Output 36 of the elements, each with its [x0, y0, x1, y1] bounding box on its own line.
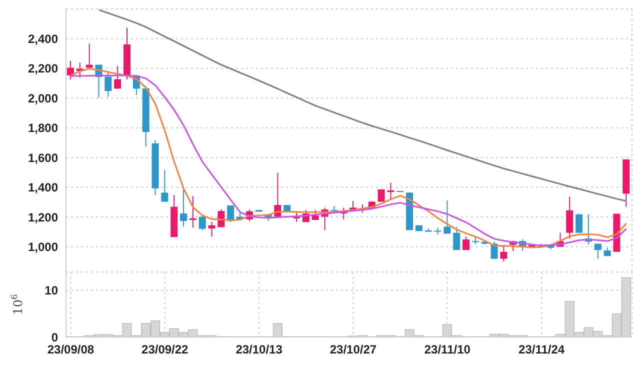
candlestick — [444, 200, 451, 234]
candlestick — [594, 243, 602, 260]
candlestick — [566, 196, 574, 239]
candlestick — [312, 210, 319, 220]
x-tick-label: 23/11/10 — [424, 342, 471, 357]
x-tick-label: 23/09/08 — [47, 342, 94, 357]
candlestick — [453, 226, 460, 251]
y-tick-label: 1,800 — [28, 121, 58, 136]
x-tick-label: 23/09/22 — [142, 342, 189, 357]
candlestick — [189, 196, 196, 228]
y-tick-label: 1,000 — [28, 240, 58, 254]
y-tick-label: 1,400 — [28, 180, 58, 195]
x-tick-label: 23/10/27 — [330, 342, 377, 357]
candlestick — [198, 216, 206, 231]
candlestick — [462, 236, 470, 251]
candlestick — [86, 43, 93, 69]
candlestick — [576, 213, 583, 234]
y-tick-label: 0 — [51, 330, 58, 344]
candlestick — [208, 222, 216, 238]
y-tick-label: 10 — [44, 283, 58, 298]
x-tick-label: 23/11/24 — [518, 342, 565, 357]
candlestick — [114, 66, 122, 90]
candlestick — [500, 246, 508, 262]
candlestick — [104, 70, 112, 98]
candlestick — [490, 241, 498, 260]
y-tick-label: 2,000 — [28, 91, 58, 106]
candlestick — [67, 60, 74, 80]
y-tick-label: 2,400 — [28, 32, 58, 46]
y-tick-label: 1,200 — [28, 210, 58, 224]
y-tick-label: 2,200 — [28, 62, 58, 76]
candlestick — [387, 182, 394, 200]
y-tick-label: 1,600 — [28, 150, 58, 165]
candlestick — [161, 170, 168, 202]
x-tick-label: 23/10/13 — [236, 342, 283, 357]
line-series — [98, 9, 628, 202]
candlestick — [180, 187, 188, 228]
